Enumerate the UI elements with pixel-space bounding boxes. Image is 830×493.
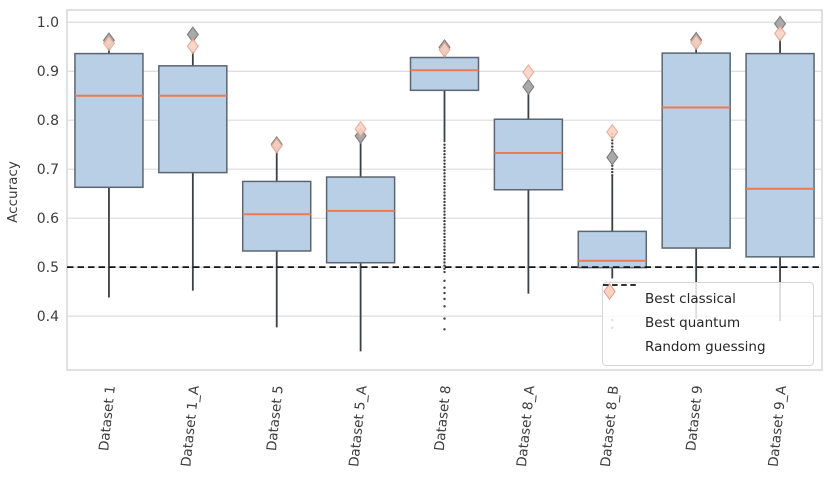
box-dataset-5-a (325, 176, 396, 264)
y-tick-label: 0.5 (37, 260, 59, 276)
box-dataset-9-a (745, 52, 815, 258)
y-tick-label: 0.9 (37, 64, 59, 80)
x-tick-label: Dataset 9_A (766, 384, 791, 468)
x-tick-label: Dataset 8 (432, 385, 455, 452)
legend-label: Best classical (645, 291, 736, 308)
y-tick-label: 0.6 (37, 211, 59, 227)
legend-item-random-guessing: Random guessing (603, 284, 805, 360)
y-tick-label: 0.7 (37, 162, 59, 178)
y-tick-label: 0.8 (37, 113, 59, 129)
box-dataset-8-a (493, 118, 564, 191)
x-tick-label: Dataset 9 (683, 385, 706, 452)
x-tick-label: Dataset 5 (264, 385, 287, 452)
box-dataset-1-a (158, 65, 228, 174)
x-tick-label: Dataset 1 (96, 385, 119, 452)
box-dataset-5 (241, 180, 312, 252)
legend-label: Random guessing (645, 339, 766, 356)
legend: Best classical Best quantum Random guess… (602, 282, 814, 366)
outlier-points-dataset-8 (443, 143, 446, 331)
legend-item-best-quantum: Best quantum (603, 283, 805, 336)
box-dataset-8-b (577, 230, 648, 269)
box-dataset-1 (74, 52, 144, 189)
x-tick-label: Dataset 8_A (514, 384, 539, 468)
y-tick-label: 1.0 (37, 15, 59, 31)
x-tick-label: Dataset 1_A (178, 384, 203, 468)
series-best-quantum (102, 25, 787, 154)
y-tick-label: 0.4 (37, 309, 59, 325)
legend-item-best-classical: Best classical (603, 283, 805, 312)
box-dataset-9 (661, 52, 731, 249)
x-tick-label: Dataset 8_B (598, 385, 622, 468)
x-tick-label: Dataset 5_A (346, 384, 371, 468)
legend-label: Best quantum (645, 315, 741, 332)
box-dataset-8 (409, 56, 480, 92)
y-axis-label: Accuracy (5, 161, 21, 223)
